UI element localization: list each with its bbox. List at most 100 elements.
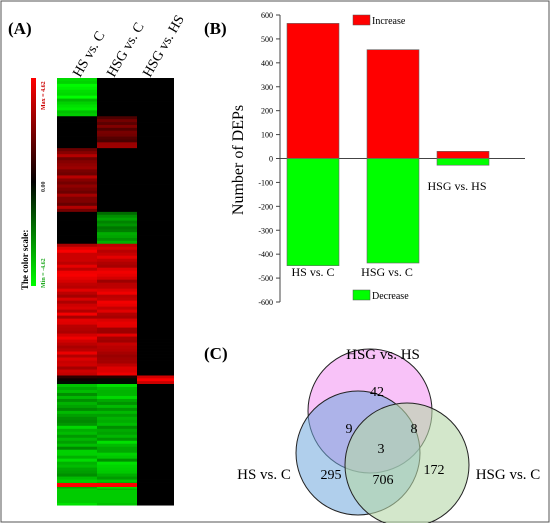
heatmap-cell [137,470,174,474]
heatmap-cell [97,354,137,358]
heatmap-cell [57,300,97,305]
heatmap-cell [57,83,97,88]
heatmap-cell [97,202,137,207]
heatmap-grid [57,78,174,506]
heatmap-cell [137,130,174,135]
heatmap-cell [137,86,174,91]
heatmap-cell [97,145,137,149]
bar-increase-3 [436,151,490,159]
heatmap-cell [137,246,174,251]
venn-set-label-hsg-vs-hs: HSG vs. HS [346,347,420,363]
heatmap-cell [97,258,137,263]
heatmap-cell [57,232,97,236]
heatmap-cell [57,199,97,204]
heatmap-cell [57,455,97,460]
heatmap-cell [137,503,174,506]
heatmap-cell [57,264,97,269]
heatmap-cell [97,175,137,179]
heatmap-cell [137,154,174,158]
bar-chart-panel: (B) Number of DEPs Increase Decrease 600… [204,11,525,307]
venn-count-hs-c-hsg-c: 706 [373,473,394,488]
heatmap-cell [97,240,137,245]
heatmap-cell [57,395,97,400]
heatmap-cell [137,312,174,317]
heatmap-cell [137,184,174,188]
heatmap-cell [57,133,97,137]
heatmap-cell [137,187,174,192]
heatmap-cell [97,273,137,278]
heatmap-cell [97,142,137,146]
bar-decrease-1 [286,158,340,266]
heatmap-cell [137,243,174,248]
heatmap-cell [57,416,97,421]
heatmap-cell [97,425,137,430]
heatmap-cell [57,407,97,412]
heatmap-cell [137,202,174,207]
heatmap-cell [137,285,174,290]
heatmap-cell [57,249,97,254]
heatmap-cell [57,220,97,224]
heatmap-cell [137,309,174,314]
venn-circle-hsg-vs-c [344,402,470,528]
heatmap-cell [97,196,137,201]
heatmap-cell [137,392,174,397]
heatmap-cell [137,261,174,266]
heatmap-cell [137,264,174,269]
bar-increase-2 [366,49,420,159]
heatmap-cell [137,440,174,445]
heatmap-cell [57,336,97,340]
heatmap-cell [57,205,97,210]
heatmap-cell [57,169,97,173]
heatmap-cell [97,178,137,182]
heatmap-cell [137,80,174,85]
heatmap-cell [97,440,137,445]
heatmap-cell [57,127,97,132]
heatmap-cell [97,407,137,412]
y-tick-label: 100 [261,131,273,140]
heatmap-cell [97,276,137,281]
heatmap-cell [137,395,174,400]
heatmap-cell [97,107,137,111]
heatmap-cell [137,363,174,367]
heatmap-cell [57,342,97,346]
heatmap-cell [97,401,137,406]
heatmap-cell [137,232,174,236]
heatmap-cell [137,273,174,278]
heatmap-cell [97,139,137,143]
heatmap-cell [137,237,174,242]
heatmap-cell [137,252,174,257]
heatmap-cell [97,130,137,135]
heatmap-cell [57,294,97,299]
heatmap-cell [137,369,174,373]
heatmap-cell [97,199,137,204]
heatmap-cell [137,483,174,503]
heatmap-cell [57,104,97,108]
heatmap-cell [97,214,137,219]
heatmap-cell [97,369,137,373]
heatmap-cell [57,101,97,105]
heatmap-cell [57,440,97,445]
heatmap-cell [137,95,174,99]
heatmap-cell [57,208,97,213]
heatmap-cell [97,205,137,210]
heatmap-cell [97,452,137,457]
heatmap-cell [97,220,137,224]
heatmap-cell [97,282,137,287]
heatmap-cell [97,110,137,114]
heatmap-cell [57,196,97,201]
heatmap-cell [57,372,97,376]
heatmap-cell [137,297,174,302]
heatmap-cell [57,357,97,361]
heatmap-cell [137,258,174,263]
heatmap-cell [97,187,137,192]
heatmap-cell [57,339,97,343]
heatmap-cell [97,154,137,158]
heatmap-cell [97,431,137,436]
heatmap-cell [97,458,137,463]
heatmap-cell [57,258,97,263]
heatmap-cell [97,398,137,403]
heatmap-cell [57,154,97,158]
heatmap-cell [137,119,174,123]
venn-panel: (C) HSG vs. HS HS vs. C HSG vs. C 42 9 8… [204,344,540,528]
